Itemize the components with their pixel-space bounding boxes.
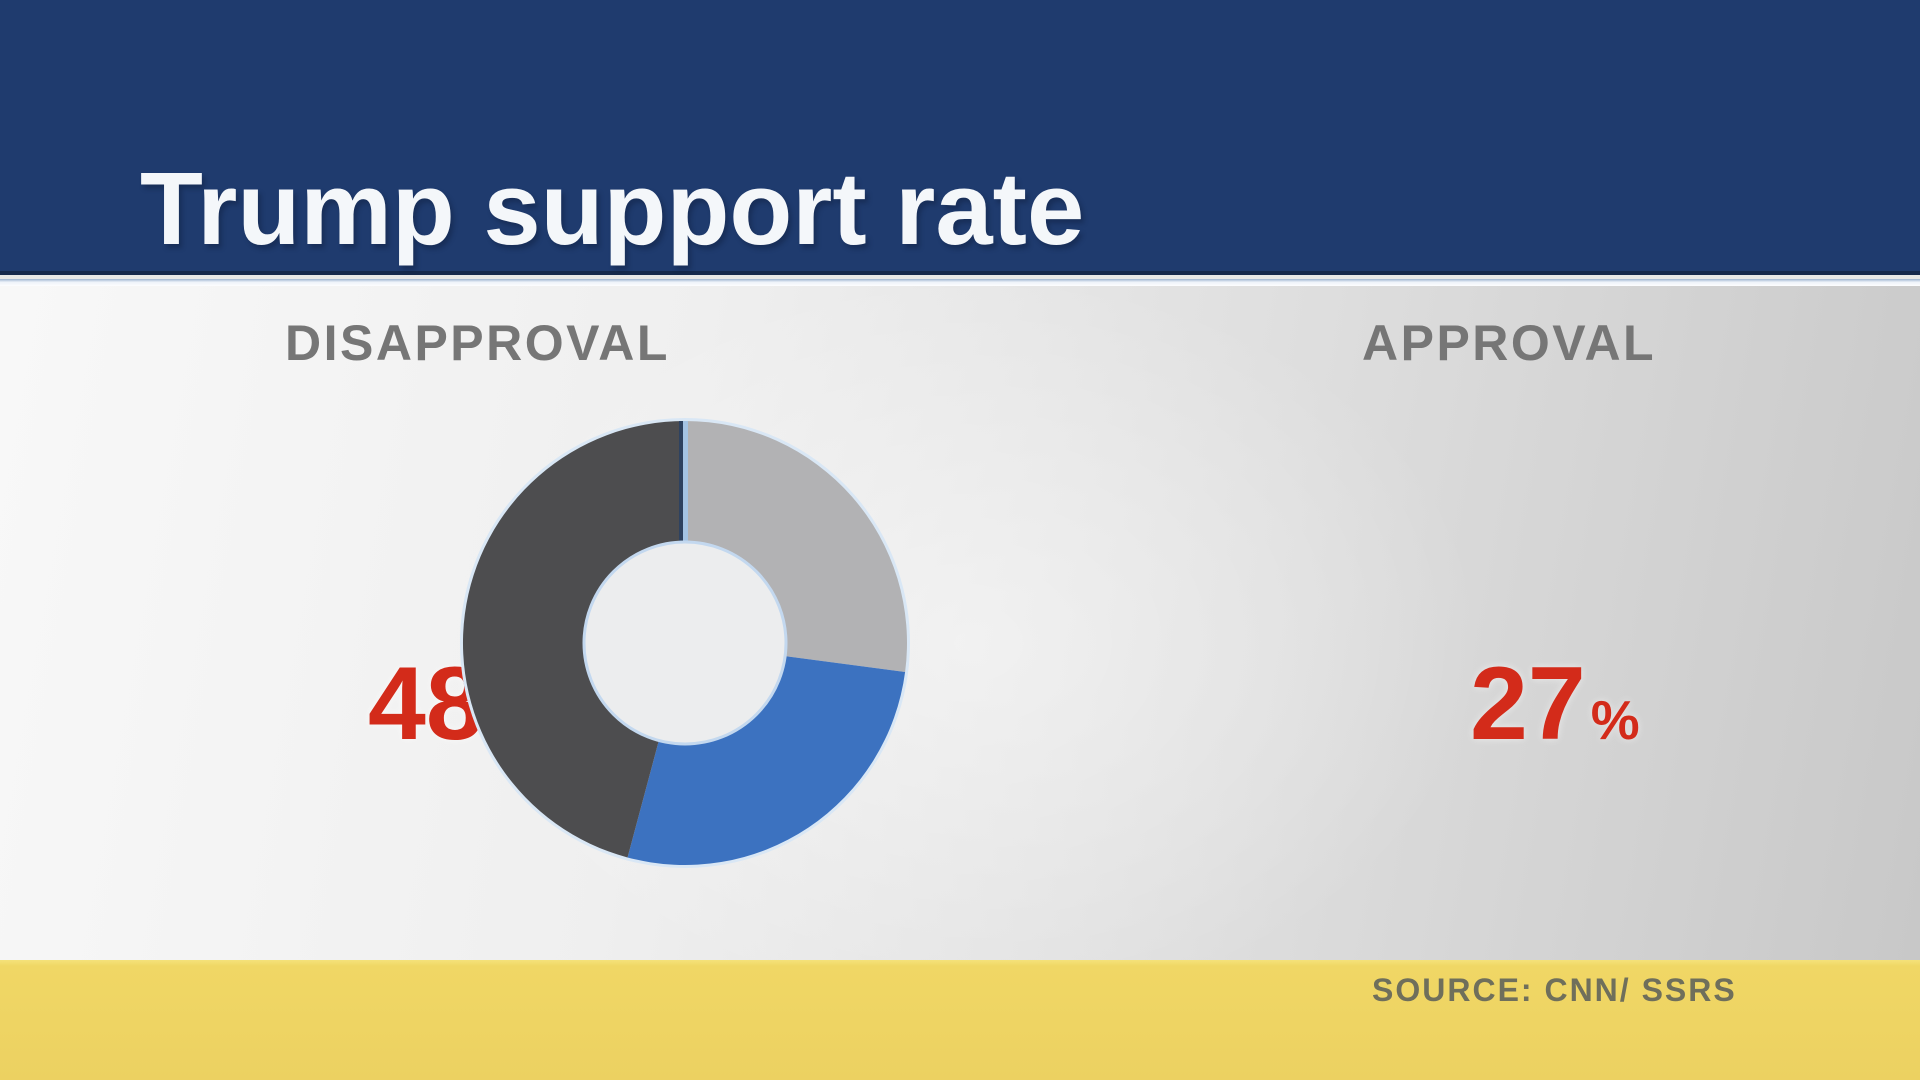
percent-sign: % xyxy=(1590,689,1640,751)
approval-value: 27% xyxy=(1470,652,1640,756)
donut-top-divider-1 xyxy=(683,421,688,542)
source-text: SOURCE: CNN/ SSRS xyxy=(1372,972,1737,1008)
source-bar: SOURCE: CNN/ SSRS xyxy=(0,960,1920,1080)
donut-blue-segment xyxy=(627,656,906,866)
chart-area: DISAPPROVAL APPROVAL 48% 27% xyxy=(0,286,1920,960)
donut-dark-gray-segment xyxy=(462,421,685,858)
donut-light-gray-segment xyxy=(685,421,907,672)
approval-label: APPROVAL xyxy=(1362,315,1657,371)
header-divider xyxy=(0,279,1920,286)
stat-number: 27 xyxy=(1470,646,1586,762)
page-title: Trump support rate xyxy=(140,151,1085,266)
title-bar: Trump support rate xyxy=(0,0,1920,275)
donut-chart xyxy=(460,418,910,868)
disapproval-label: DISAPPROVAL xyxy=(285,315,670,371)
donut-outer-halo xyxy=(460,418,910,868)
donut-top-divider-0 xyxy=(679,421,683,542)
donut-hole xyxy=(582,540,788,746)
